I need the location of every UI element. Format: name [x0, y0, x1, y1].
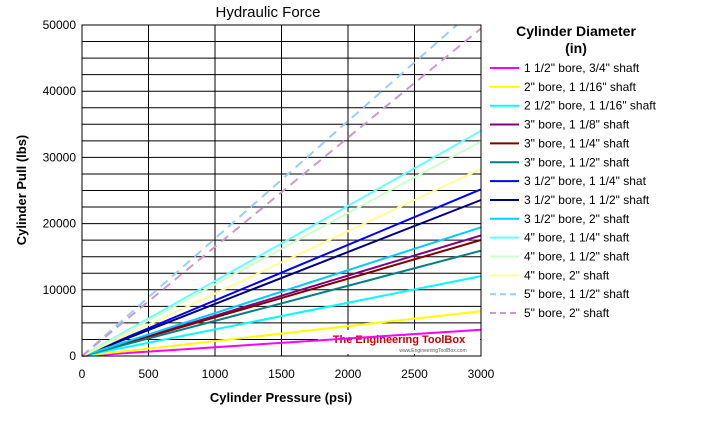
series-line-9 — [81, 226, 482, 357]
y-tick-label-4: 40000 — [43, 84, 77, 98]
x-axis-label: Cylinder Pressure (psi) — [210, 390, 352, 405]
y-tick-label-3: 30000 — [43, 150, 77, 164]
series-line-13 — [81, 24, 458, 357]
legend-label-12: 4" bore, 2" shaft — [524, 268, 610, 282]
watermark-url: www.EngineeringToolBox.com — [399, 348, 466, 354]
watermark: The Engineering ToolBox www.EngineeringT… — [318, 330, 480, 354]
series-line-10 — [81, 129, 482, 357]
series-line-3 — [81, 275, 482, 357]
legend-label-9: 3 1/2" bore, 2" shaft — [524, 212, 630, 226]
legend-label-1: 1 1/2" bore, 3/4" shaft — [524, 61, 640, 75]
legend-label-13: 5" bore, 1 1/2" shaft — [524, 287, 630, 301]
x-tick-label-2: 1000 — [202, 367, 229, 381]
legend-label-5: 3" bore, 1 1/4" shaft — [524, 136, 630, 150]
y-tick-label-2: 20000 — [43, 217, 77, 231]
legend-label-11: 4" bore, 1 1/2" shaft — [524, 250, 630, 264]
legend: 1 1/2" bore, 3/4" shaft 2" bore, 1 1/16" … — [490, 61, 657, 320]
series-lines — [81, 24, 482, 357]
series-line-7 — [81, 188, 482, 357]
y-tick-label-0: 0 — [69, 349, 76, 363]
series-line-12 — [81, 167, 482, 357]
legend-label-8: 3 1/2" bore, 1 1/2" shaft — [524, 193, 650, 207]
x-tick-label-3: 1500 — [268, 367, 295, 381]
x-tick-label-5: 2500 — [401, 367, 428, 381]
legend-label-10: 4" bore, 1 1/4" shaft — [524, 231, 630, 245]
series-line-14 — [81, 27, 482, 357]
series-line-11 — [81, 140, 482, 357]
x-tick-label-4: 2000 — [335, 367, 362, 381]
legend-label-2: 2" bore, 1 1/16" shaft — [524, 80, 637, 94]
x-tick-label-1: 500 — [138, 367, 158, 381]
legend-title-line2: (in) — [565, 40, 587, 56]
series-line-2 — [81, 310, 482, 357]
legend-label-7: 3 1/2" bore, 1 1/4" shat — [524, 174, 647, 188]
legend-label-4: 3" bore, 1 1/8" shaft — [524, 118, 630, 132]
y-axis-label: Cylinder Pull (lbs) — [14, 135, 29, 246]
legend-label-3: 2 1/2" bore, 1 1/16" shaft — [524, 99, 657, 113]
y-tick-labels: 0 10000 20000 30000 40000 50000 — [43, 18, 77, 363]
x-tick-label-6: 3000 — [468, 367, 495, 381]
watermark-background — [318, 330, 480, 354]
x-tick-label-0: 0 — [79, 367, 86, 381]
y-tick-label-1: 10000 — [43, 283, 77, 297]
series-line-1 — [81, 328, 482, 357]
series-line-6 — [81, 249, 482, 357]
chart-title: Hydraulic Force — [215, 4, 320, 21]
legend-title-line1: Cylinder Diameter — [516, 23, 636, 39]
plot-border — [81, 24, 482, 357]
series-line-8 — [81, 199, 482, 357]
legend-label-6: 3" bore, 1 1/2" shaft — [524, 155, 630, 169]
legend-label-14: 5" bore, 2" shaft — [524, 306, 610, 320]
series-line-5 — [81, 239, 482, 357]
y-tick-label-5: 50000 — [43, 18, 77, 32]
x-tick-labels: 0 500 1000 1500 2000 2500 3000 — [79, 367, 495, 381]
